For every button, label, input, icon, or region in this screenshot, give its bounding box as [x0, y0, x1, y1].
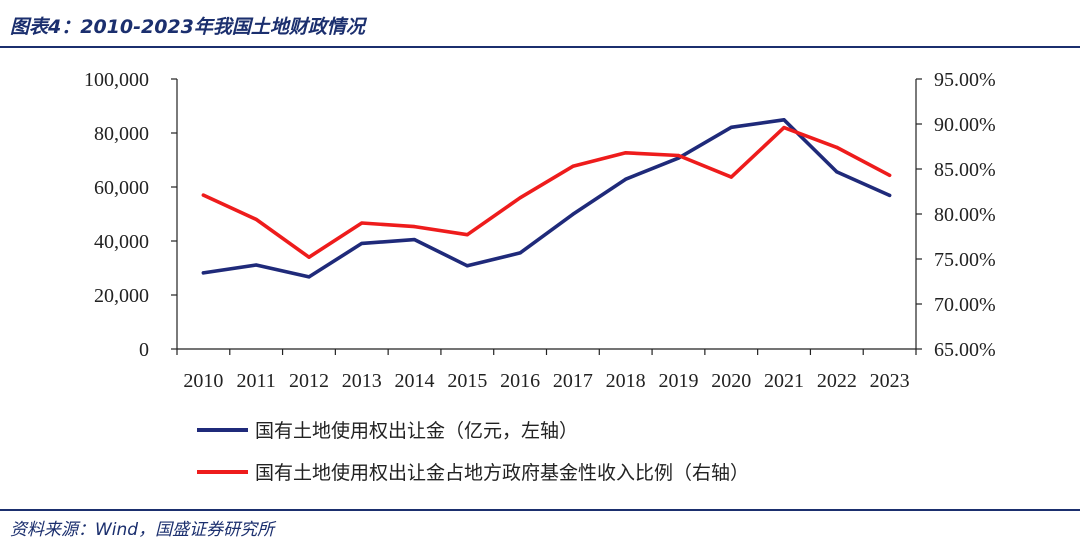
- x-tick-label: 2016: [500, 370, 540, 392]
- series-line-revenue-ratio: [201, 125, 892, 260]
- x-tick-label: 2019: [658, 370, 698, 392]
- x-tick-label: 2014: [395, 370, 435, 392]
- source-note: 资料来源：Wind，国盛证券研究所: [10, 520, 275, 540]
- x-tick-label: 2020: [711, 370, 751, 392]
- data-point-land-revenue: [465, 264, 469, 268]
- chart-axes: 0 20,000 40,000 60,000 80,000 100,000 65.00% 70…: [84, 69, 996, 392]
- right-y-tick-label: 95.00%: [934, 69, 996, 91]
- x-tick-label: 2018: [606, 370, 646, 392]
- data-point-land-revenue: [782, 118, 786, 122]
- legend-label-land-revenue: 国有土地使用权出让金（亿元，左轴）: [255, 420, 578, 442]
- title-divider: [0, 46, 1080, 48]
- data-point-land-revenue: [412, 238, 417, 242]
- data-point-land-revenue: [888, 193, 892, 197]
- x-tick-label: 2015: [447, 370, 487, 392]
- x-tick-label: 2022: [817, 370, 857, 392]
- x-tick-label: 2017: [553, 370, 593, 392]
- data-point-revenue-ratio: [676, 153, 681, 158]
- left-y-tick-label: 80,000: [94, 123, 149, 145]
- data-point-land-revenue: [201, 271, 205, 275]
- legend-label-revenue-ratio: 国有土地使用权出让金占地方政府基金性收入比例（右轴）: [255, 462, 749, 484]
- figure-title: 图表4：2010-2023年我国土地财政情况: [10, 16, 365, 38]
- x-tick-label: 2023: [870, 370, 910, 392]
- data-point-revenue-ratio: [571, 164, 575, 168]
- chart-legend: 国有土地使用权出让金（亿元，左轴） 国有土地使用权出让金占地方政府基金性收入比例（…: [197, 420, 749, 484]
- data-point-revenue-ratio: [624, 151, 628, 155]
- data-point-revenue-ratio: [782, 126, 786, 130]
- left-y-tick-label: 40,000: [94, 231, 149, 253]
- data-point-land-revenue: [518, 251, 522, 255]
- data-point-revenue-ratio: [412, 225, 417, 229]
- data-point-revenue-ratio: [307, 255, 311, 259]
- data-point-land-revenue: [360, 241, 364, 246]
- x-tick-label: 2011: [237, 370, 276, 392]
- data-point-land-revenue: [307, 275, 311, 279]
- chart-series: [201, 118, 892, 279]
- x-tick-label: 2012: [289, 370, 329, 392]
- data-point-revenue-ratio: [360, 221, 364, 225]
- right-y-tick-label: 85.00%: [934, 159, 996, 181]
- x-tick-label: 2021: [764, 370, 804, 392]
- data-point-land-revenue: [729, 125, 733, 129]
- left-y-tick-label: 20,000: [94, 285, 149, 307]
- x-tick-label: 2010: [183, 370, 223, 392]
- left-y-tick-label: 60,000: [94, 177, 149, 199]
- data-point-land-revenue: [835, 170, 839, 174]
- data-point-land-revenue: [254, 263, 258, 267]
- right-y-tick-label: 80.00%: [934, 204, 996, 226]
- right-y-tick-label: 90.00%: [934, 114, 996, 136]
- x-tick-label: 2013: [342, 370, 382, 392]
- data-point-revenue-ratio: [835, 145, 839, 149]
- right-y-tick-label: 65.00%: [934, 339, 996, 361]
- source-divider: [0, 509, 1080, 511]
- data-point-revenue-ratio: [518, 196, 522, 200]
- left-y-tick-label: 0: [139, 339, 149, 361]
- right-y-tick-label: 75.00%: [934, 249, 996, 271]
- data-point-revenue-ratio: [201, 193, 205, 197]
- data-point-revenue-ratio: [254, 217, 258, 221]
- data-point-revenue-ratio: [888, 173, 892, 177]
- left-y-tick-label: 100,000: [84, 69, 149, 91]
- data-point-revenue-ratio: [729, 175, 733, 179]
- data-point-land-revenue: [571, 212, 575, 216]
- data-point-revenue-ratio: [465, 233, 469, 237]
- data-point-land-revenue: [624, 177, 628, 181]
- right-y-tick-label: 70.00%: [934, 294, 996, 316]
- series-line-land-revenue: [201, 118, 892, 279]
